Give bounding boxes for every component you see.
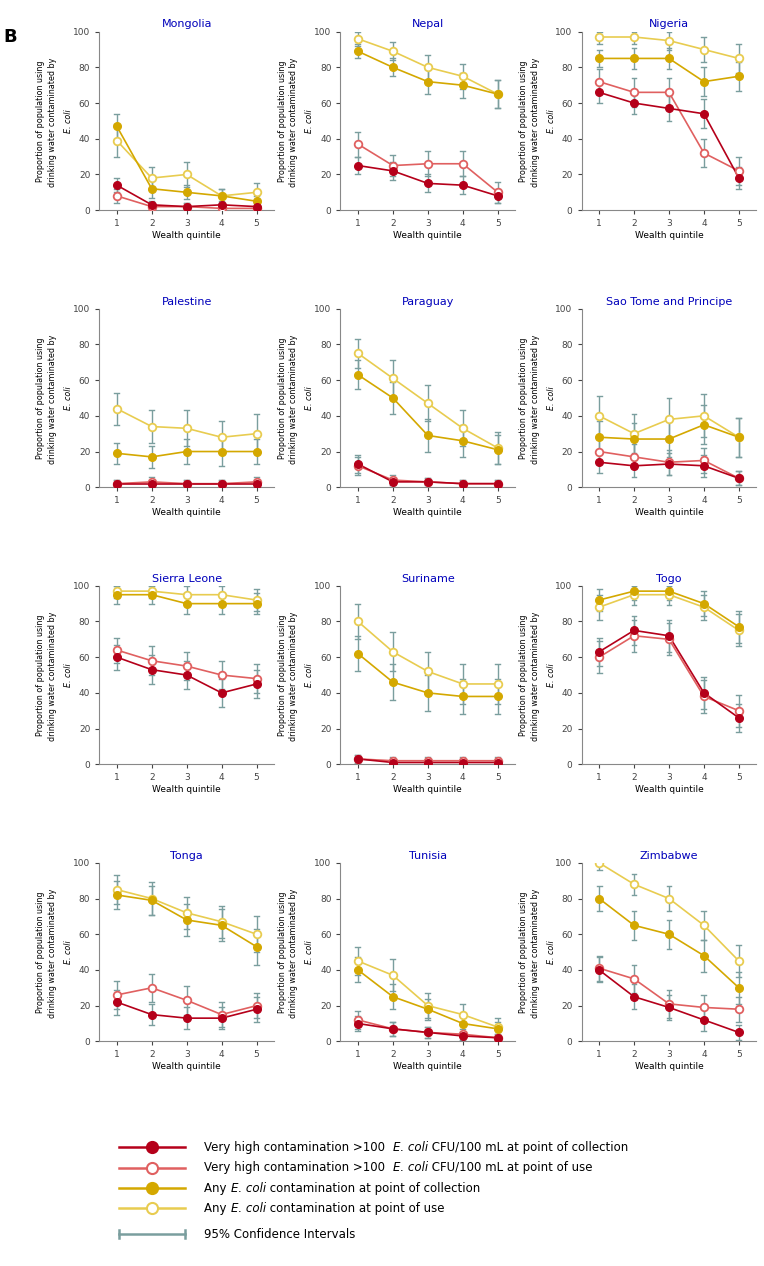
X-axis label: Wealth quintile: Wealth quintile [152,508,221,517]
X-axis label: Wealth quintile: Wealth quintile [393,1062,462,1071]
Text: E. coli: E. coli [546,941,555,963]
Title: Sao Tome and Principe: Sao Tome and Principe [606,296,732,306]
X-axis label: Wealth quintile: Wealth quintile [152,785,221,794]
Text: Proportion of population using
drinking water contaminated by: Proportion of population using drinking … [519,332,539,463]
Text: Proportion of population using
drinking water contaminated by: Proportion of population using drinking … [37,609,57,741]
Title: Sierra Leone: Sierra Leone [151,573,222,584]
Text: CFU/100 mL at point of use: CFU/100 mL at point of use [428,1161,593,1175]
Text: E. coli: E. coli [306,663,315,687]
Text: Proportion of population using
drinking water contaminated by: Proportion of population using drinking … [519,609,539,741]
X-axis label: Wealth quintile: Wealth quintile [635,785,704,794]
X-axis label: Wealth quintile: Wealth quintile [393,785,462,794]
Text: E. coli: E. coli [393,1161,428,1175]
Text: E. coli: E. coli [64,386,73,410]
Title: Mongolia: Mongolia [161,19,212,29]
Text: contamination at point of use: contamination at point of use [266,1201,445,1215]
Text: E. coli: E. coli [231,1201,266,1215]
X-axis label: Wealth quintile: Wealth quintile [635,508,704,517]
Text: B: B [4,28,18,46]
Text: E. coli: E. coli [393,1141,428,1153]
Text: E. coli: E. coli [546,663,555,687]
Text: E. coli: E. coli [306,386,315,410]
Text: Proportion of population using
drinking water contaminated by: Proportion of population using drinking … [277,609,299,741]
Text: Proportion of population using
drinking water contaminated by: Proportion of population using drinking … [37,332,57,463]
Text: E. coli: E. coli [231,1181,266,1195]
Text: 95% Confidence Intervals: 95% Confidence Intervals [205,1228,356,1241]
Title: Tonga: Tonga [170,851,203,861]
Title: Tunisia: Tunisia [409,851,447,861]
Text: Very high contamination >100: Very high contamination >100 [205,1161,393,1175]
Title: Paraguay: Paraguay [402,296,454,306]
X-axis label: Wealth quintile: Wealth quintile [152,1062,221,1071]
X-axis label: Wealth quintile: Wealth quintile [393,230,462,241]
Text: E. coli: E. coli [546,386,555,410]
Title: Nepal: Nepal [412,19,444,29]
Text: E. coli: E. coli [64,109,73,133]
X-axis label: Wealth quintile: Wealth quintile [393,508,462,517]
Text: Proportion of population using
drinking water contaminated by: Proportion of population using drinking … [519,54,539,187]
Text: E. coli: E. coli [306,109,315,133]
X-axis label: Wealth quintile: Wealth quintile [152,230,221,241]
Text: Proportion of population using
drinking water contaminated by: Proportion of population using drinking … [37,886,57,1018]
Text: Any: Any [205,1181,231,1195]
Text: Proportion of population using
drinking water contaminated by: Proportion of population using drinking … [37,54,57,187]
Text: E. coli: E. coli [306,941,315,963]
Text: E. coli: E. coli [64,663,73,687]
Text: Proportion of population using
drinking water contaminated by: Proportion of population using drinking … [277,332,299,463]
Text: Proportion of population using
drinking water contaminated by: Proportion of population using drinking … [277,54,299,187]
Title: Nigeria: Nigeria [649,19,689,29]
X-axis label: Wealth quintile: Wealth quintile [635,230,704,241]
Text: contamination at point of collection: contamination at point of collection [266,1181,480,1195]
Text: CFU/100 mL at point of collection: CFU/100 mL at point of collection [428,1141,628,1153]
Title: Suriname: Suriname [401,573,455,584]
Title: Palestine: Palestine [161,296,212,306]
X-axis label: Wealth quintile: Wealth quintile [635,1062,704,1071]
Text: Proportion of population using
drinking water contaminated by: Proportion of population using drinking … [277,886,299,1018]
Text: Very high contamination >100: Very high contamination >100 [205,1141,393,1153]
Text: E. coli: E. coli [64,941,73,963]
Text: Any: Any [205,1201,231,1215]
Title: Togo: Togo [656,573,681,584]
Text: Proportion of population using
drinking water contaminated by: Proportion of population using drinking … [519,886,539,1018]
Text: E. coli: E. coli [546,109,555,133]
Title: Zimbabwe: Zimbabwe [639,851,698,861]
